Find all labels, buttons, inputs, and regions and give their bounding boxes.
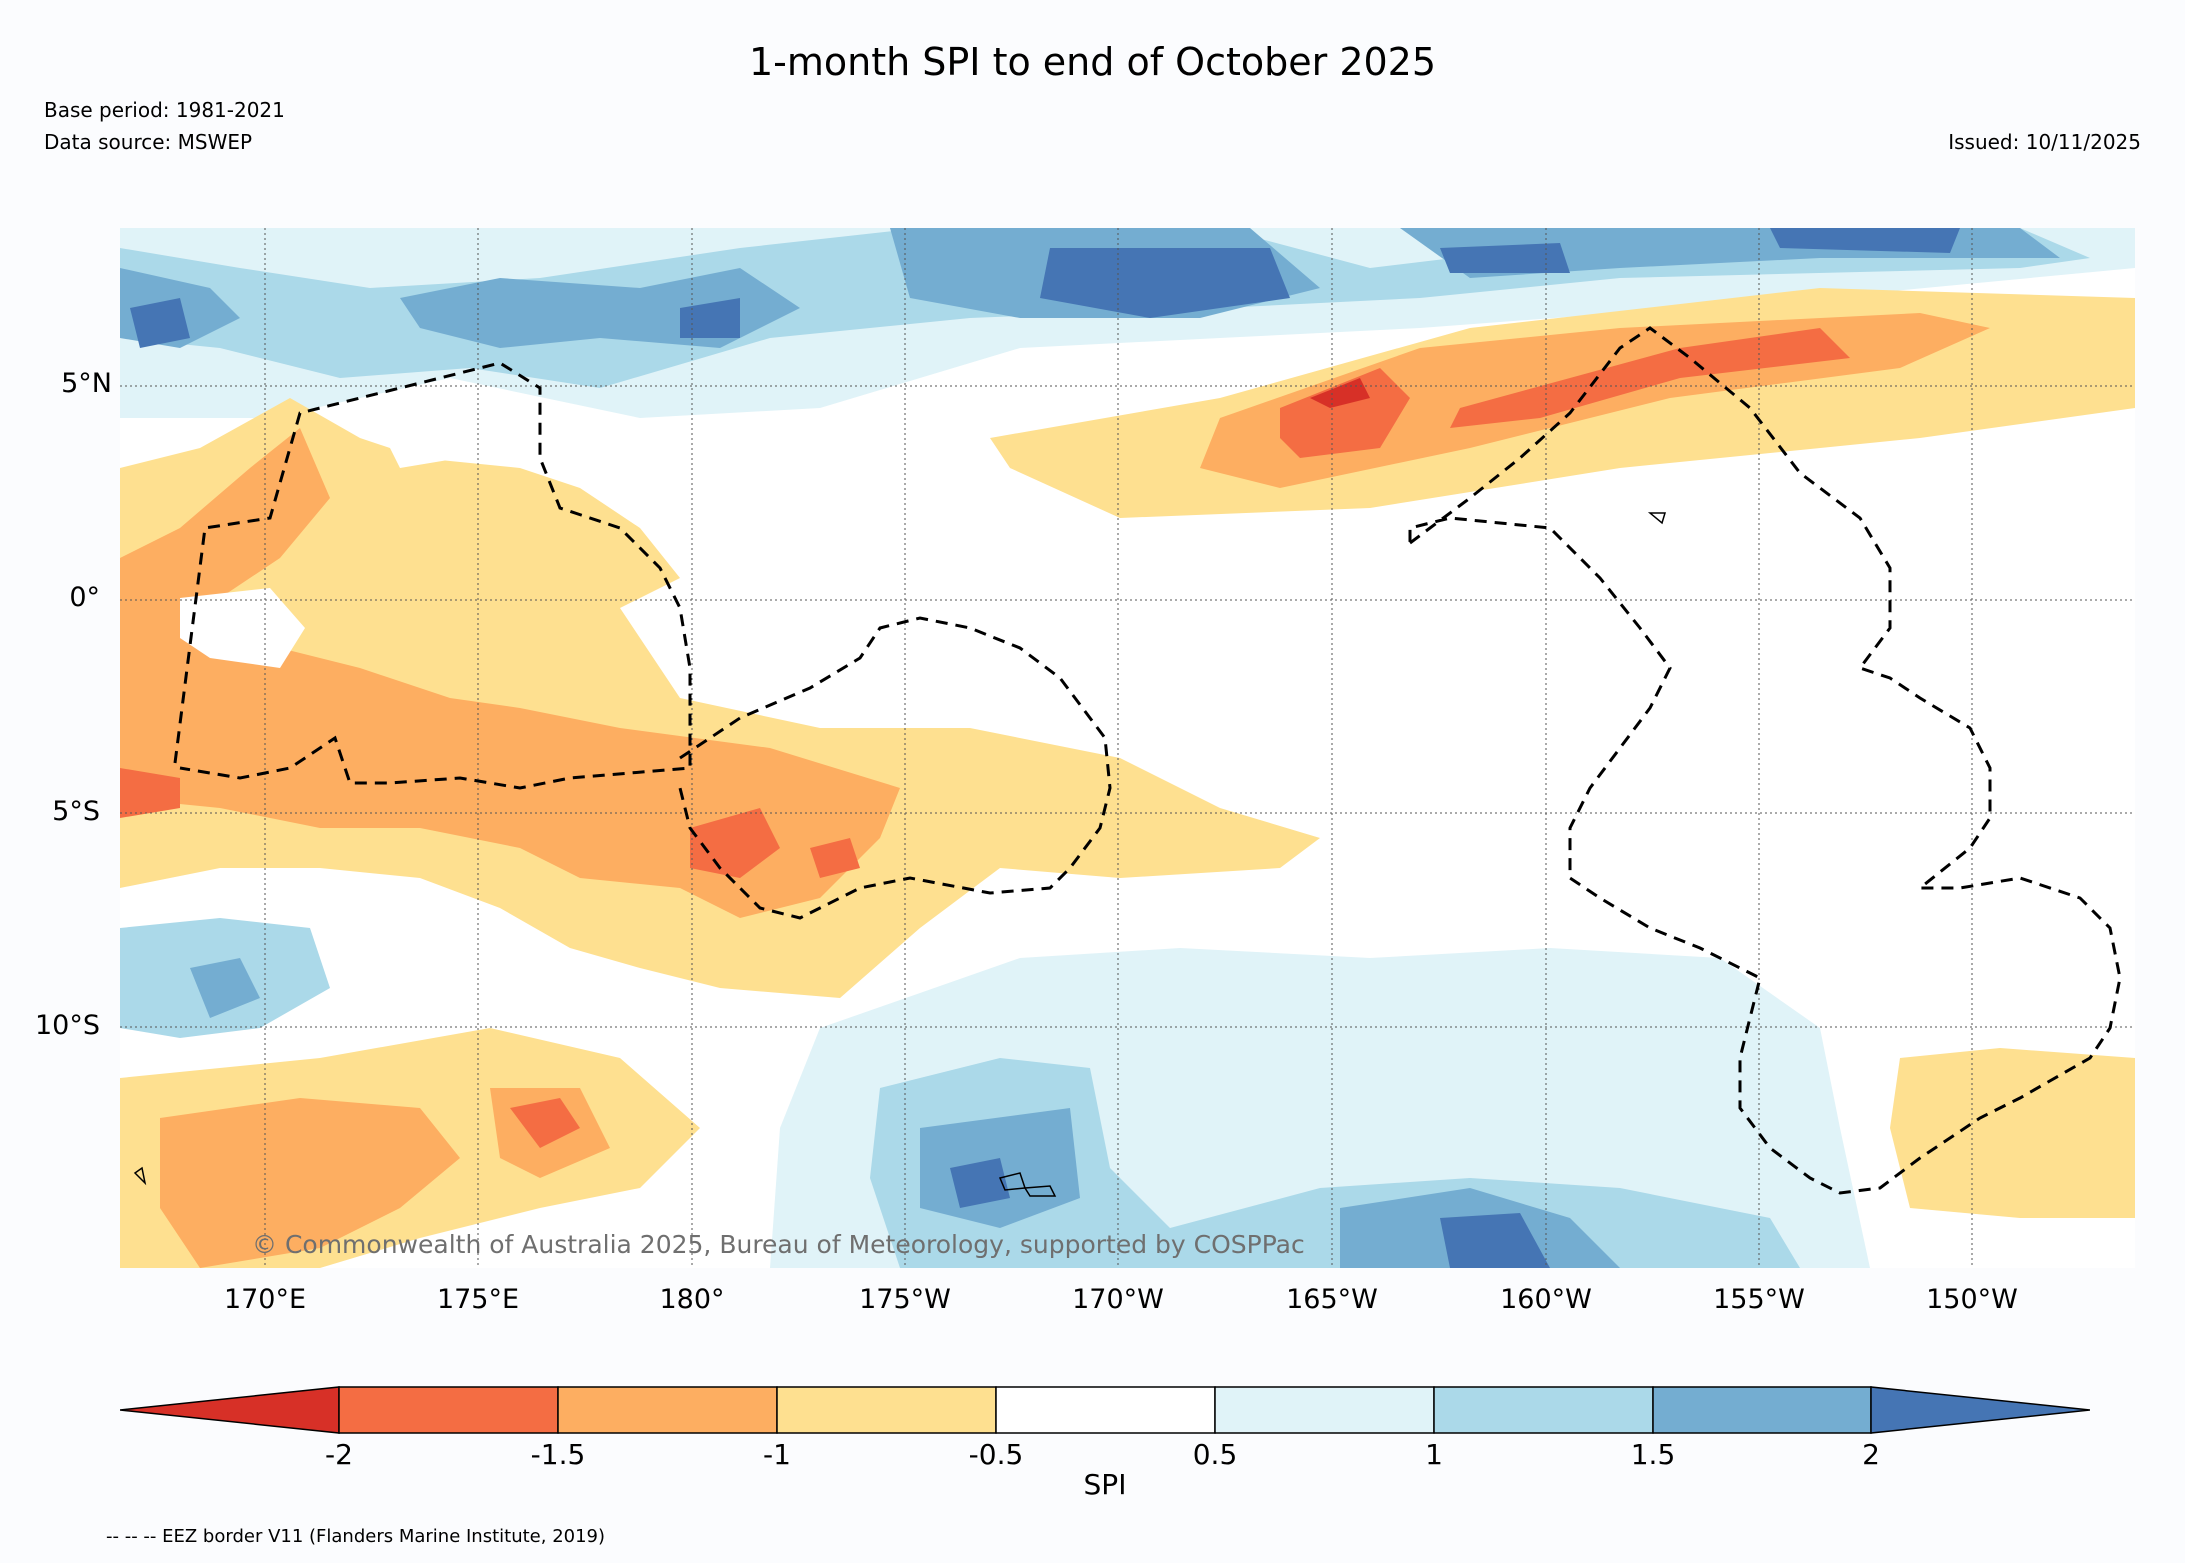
colorbar-tick: 1.5 [1630,1438,1676,1471]
dry-south-west-severe [510,1098,580,1148]
colorbar-tick: 2 [1862,1438,1880,1471]
island-outline [1647,512,1667,525]
lon-label: 175°E [436,1284,520,1315]
lon-label: 160°W [1500,1284,1592,1315]
islands [133,512,1667,1197]
lat-label: 0° [69,582,100,613]
colorbar-tick: 1 [1425,1438,1443,1471]
spi-map [120,228,2135,1268]
wet-south-west-strong [190,958,260,1018]
wet-south-central-mid [870,1058,1800,1268]
lon-label: 180° [659,1284,725,1315]
colorbar-segment [1433,1386,1654,1434]
lon-label: 150°W [1926,1284,2018,1315]
colorbar-tick: -2 [325,1438,353,1471]
colorbar-extend-high [1870,1386,2090,1434]
dry-tongue-severe [120,768,860,878]
base-period: Base period: 1981-2021 [44,98,285,122]
issued-date: Issued: 10/11/2025 [1948,130,2141,154]
lon-label: 170°E [223,1284,307,1315]
neutral-patch [180,418,460,668]
dry-south-east [1890,1048,2135,1218]
dry-south-west-mod [160,1088,610,1268]
eez-borders [173,326,2122,1195]
colorbar-tick: -1.5 [530,1438,586,1471]
island-outline [1023,1185,1057,1197]
lon-label: 175°W [859,1284,951,1315]
colorbar-label: SPI [1083,1468,1127,1501]
lat-label: 5°S [52,796,100,827]
colorbar-tick: 0.5 [1192,1438,1238,1471]
colorbar-tick: -1 [763,1438,791,1471]
dry-tongue [120,398,1320,998]
colorbar-segment [995,1386,1216,1434]
lat-label: 5°N [61,368,112,399]
lat-label: 10°S [35,1010,100,1041]
wet-south-central-extreme [950,1158,1550,1268]
colorbar-segment [557,1386,778,1434]
lon-label: 170°W [1072,1284,1164,1315]
map-title: 1-month SPI to end of October 2025 [748,40,1437,84]
colorbar-segment [776,1386,997,1434]
eez-phoenix [678,616,1112,920]
copyright-watermark: © Commonwealth of Australia 2025, Bureau… [252,1230,1305,1259]
colorbar-segment [1652,1386,1872,1434]
wet-band-north-extreme [130,228,1960,348]
data-source: Data source: MSWEP [44,130,253,154]
lon-label: 155°W [1713,1284,1805,1315]
dry-band-north-severe [1280,328,1850,458]
colorbar-extend-low [120,1386,340,1434]
island-outline [133,1166,147,1186]
colorbar-tick: -0.5 [968,1438,1024,1471]
precipitation-anomaly-regions [120,228,2135,1268]
eez-footnote: -- -- -- EEZ border V11 (Flanders Marine… [106,1526,606,1547]
lon-label: 165°W [1286,1284,1378,1315]
colorbar-segment [1214,1386,1435,1434]
eez-line-islands [1408,326,2122,1195]
colorbar-segment [338,1386,559,1434]
spi-colorbar [120,1386,2090,1434]
dry-tongue-mod [120,428,900,918]
graticule [120,228,2135,1268]
